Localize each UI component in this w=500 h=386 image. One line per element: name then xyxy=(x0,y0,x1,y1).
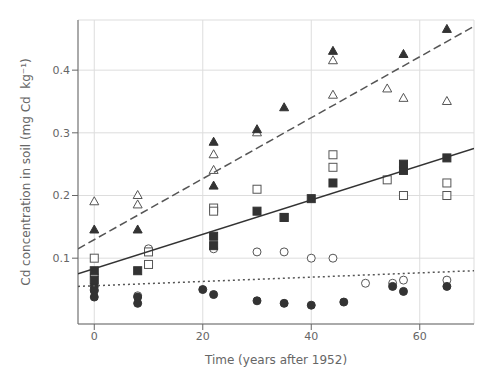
svg-text:60: 60 xyxy=(413,330,427,343)
svg-text:0: 0 xyxy=(91,330,98,343)
svg-text:0.2: 0.2 xyxy=(53,189,71,202)
svg-text:20: 20 xyxy=(196,330,210,343)
svg-text:0.1: 0.1 xyxy=(53,252,71,265)
svg-text:40: 40 xyxy=(304,330,318,343)
svg-text:Time (years after 1952): Time (years after 1952) xyxy=(204,353,347,367)
svg-text:Cd concentration in soil (mg C: Cd concentration in soil (mg Cd kg⁻¹) xyxy=(19,58,33,285)
svg-text:0.3: 0.3 xyxy=(53,127,71,140)
svg-text:0.4: 0.4 xyxy=(53,64,71,77)
